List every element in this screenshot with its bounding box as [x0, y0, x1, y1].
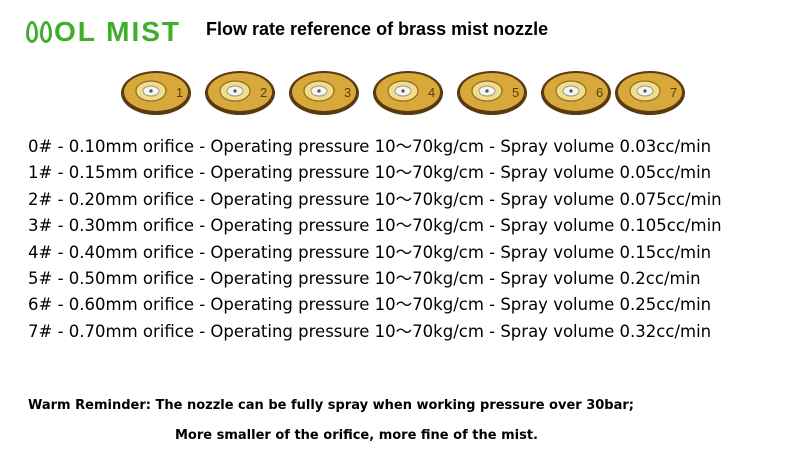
water-drops-icon [26, 21, 52, 43]
nozzle-number: 4 [428, 85, 435, 100]
nozzle-number: 3 [344, 85, 351, 100]
nozzle-number: 5 [512, 85, 519, 100]
list-item: 6# - 0.60mm orifice - Operating pressure… [28, 295, 712, 315]
list-item: 2# - 0.20mm orifice - Operating pressure… [28, 189, 722, 209]
list-item: 1# - 0.15mm orifice - Operating pressure… [28, 163, 712, 183]
warm-reminder-note: Warm Reminder: The nozzle can be fully s… [28, 398, 634, 413]
brass-nozzle-icon: 1 [121, 71, 191, 115]
brass-nozzle-icon: 5 [457, 71, 527, 115]
orifice-note: More smaller of the orifice, more fine o… [175, 428, 538, 443]
nozzle-image-strip: 1 2 3 4 5 6 [118, 68, 688, 120]
nozzle-number: 2 [260, 85, 267, 100]
nozzle-number: 1 [176, 85, 183, 100]
nozzle-number: 6 [596, 85, 603, 100]
flow-rate-list: 0# - 0.10mm orifice - Operating pressure… [28, 134, 788, 345]
list-item: 3# - 0.30mm orifice - Operating pressure… [28, 216, 722, 236]
brass-nozzle-icon: 7 [615, 71, 685, 115]
brass-nozzle-icon: 3 [289, 71, 359, 115]
brand-logo-text: OL MIST [54, 16, 182, 47]
brand-logo: OL MIST [26, 14, 181, 50]
brass-nozzle-icon: 2 [205, 71, 275, 115]
nozzle-number: 7 [670, 85, 677, 100]
brass-nozzle-icon: 4 [373, 71, 443, 115]
brass-nozzle-icon: 6 [541, 71, 611, 115]
list-item: 0# - 0.10mm orifice - Operating pressure… [28, 137, 712, 156]
page-title: Flow rate reference of brass mist nozzle [206, 19, 549, 39]
list-item: 7# - 0.70mm orifice - Operating pressure… [28, 321, 712, 341]
list-item: 4# - 0.40mm orifice - Operating pressure… [28, 242, 712, 262]
list-item: 5# - 0.50mm orifice - Operating pressure… [28, 268, 701, 288]
